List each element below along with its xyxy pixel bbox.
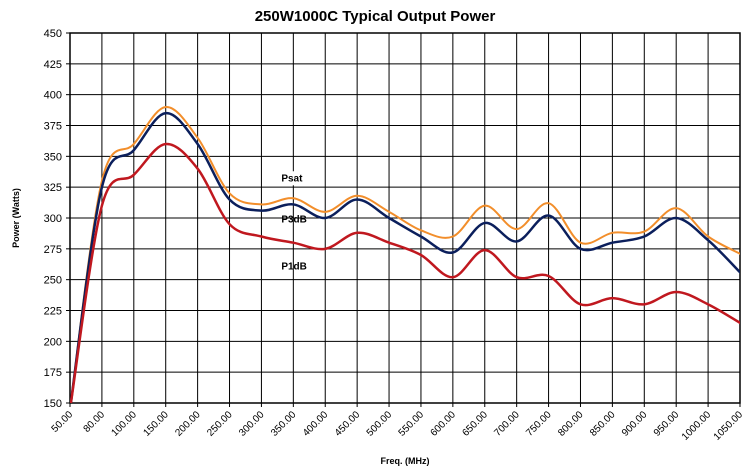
y-tick-label: 375: [44, 121, 62, 133]
series-line-psat: [70, 106, 740, 403]
x-tick-label: 500.00: [365, 409, 395, 439]
y-tick-label: 275: [44, 244, 62, 256]
y-tick-label: 300: [44, 213, 62, 225]
series-label-p1db: P1dB: [281, 262, 307, 273]
x-tick-label: 700.00: [492, 409, 522, 439]
x-tick-label: 550.00: [397, 409, 427, 439]
x-tick-label: 100.00: [110, 409, 140, 439]
x-tick-label: 750.00: [524, 409, 554, 439]
x-axis-label: Freq. (MHz): [381, 456, 430, 466]
series-label-bg: [275, 171, 320, 186]
x-tick-label: 900.00: [620, 409, 650, 439]
y-tick-label: 250: [44, 275, 62, 287]
y-axis-label: Power (Watts): [11, 188, 21, 248]
series-line-p3db: [70, 111, 740, 403]
x-tick-label: 80.00: [82, 409, 108, 435]
y-tick-label: 400: [44, 90, 62, 102]
y-tick-label: 450: [44, 28, 62, 40]
x-tick-label: 300.00: [237, 409, 267, 439]
x-tick-label: 650.00: [460, 409, 490, 439]
x-tick-label: 950.00: [652, 409, 682, 439]
y-tick-label: 225: [44, 306, 62, 318]
series-line-p1db: [70, 142, 740, 403]
series-label-p3db: P3dB: [281, 214, 307, 225]
x-tick-label: 450.00: [333, 409, 363, 439]
plot-border: [69, 32, 741, 404]
x-tick-label: 350.00: [269, 409, 299, 439]
axis-ticks: 150 175 200 225 250 275 300 325 350 375 400 425 450 5…: [44, 28, 746, 443]
y-tick-label: 175: [44, 367, 62, 379]
y-tick-label: 200: [44, 336, 62, 348]
y-tick-label: 350: [44, 151, 62, 163]
grid: [66, 32, 741, 407]
x-tick-label: 850.00: [588, 409, 618, 439]
x-tick-label: 250.00: [205, 409, 235, 439]
y-tick-label: 150: [44, 398, 62, 410]
x-tick-label: 800.00: [556, 409, 586, 439]
series-labels: Psat P3dB P1dB: [275, 171, 320, 273]
x-tick-label: 400.00: [301, 409, 331, 439]
y-tick-label: 325: [44, 182, 62, 194]
series-lines: [70, 106, 740, 403]
chart-title: 250W1000C Typical Output Power: [255, 8, 496, 25]
y-tick-label: 425: [44, 59, 62, 71]
x-tick-label: 600.00: [429, 409, 459, 439]
x-tick-label: 50.00: [50, 409, 76, 435]
series-label-psat: Psat: [281, 173, 303, 184]
x-tick-label: 1000.00: [680, 409, 714, 443]
x-tick-label: 200.00: [173, 409, 203, 439]
x-tick-label: 150.00: [141, 409, 171, 439]
x-tick-label: 1050.00: [712, 409, 746, 443]
